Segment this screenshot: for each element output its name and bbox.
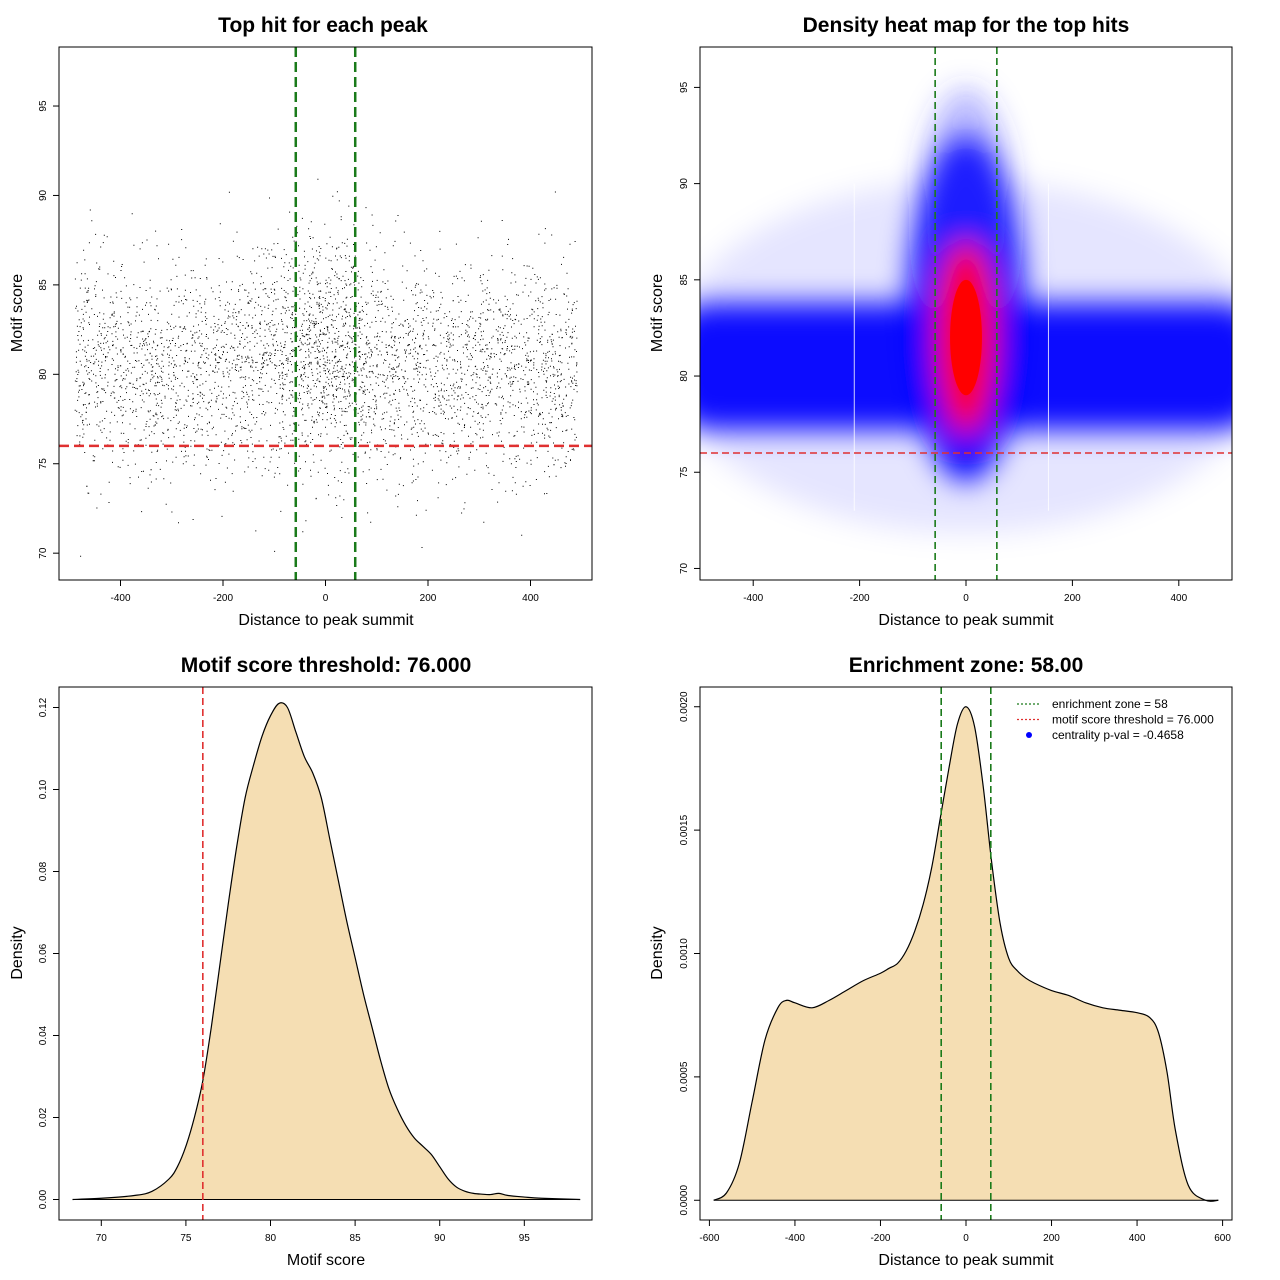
x-tick-label: 200 bbox=[1064, 593, 1081, 604]
scatter-points bbox=[74, 178, 578, 557]
y-tick-label: 0.0010 bbox=[679, 938, 690, 969]
legend-symbol bbox=[1026, 732, 1032, 738]
chart-title: Enrichment zone: 58.00 bbox=[849, 654, 1084, 677]
x-axis-label: Motif score bbox=[287, 1252, 365, 1269]
x-tick-label: 95 bbox=[519, 1233, 531, 1244]
chart-title: Motif score threshold: 76.000 bbox=[181, 654, 472, 677]
x-tick-label: -400 bbox=[743, 593, 763, 604]
y-tick-label: 0.0000 bbox=[679, 1185, 690, 1216]
panel-distance-density: Enrichment zone: 58.00 -600 -400 -200 0 200 4… bbox=[649, 654, 1233, 1269]
x-tick-label: 75 bbox=[180, 1233, 192, 1244]
x-axis: -600 -400 -200 0 200 400 600 bbox=[699, 1220, 1231, 1244]
x-tick-label: 0 bbox=[963, 593, 969, 604]
y-tick-label: 0.04 bbox=[38, 1025, 49, 1045]
x-tick-label: 90 bbox=[434, 1233, 446, 1244]
y-tick-label: 85 bbox=[679, 274, 690, 286]
x-tick-label: 400 bbox=[1129, 1233, 1146, 1244]
density-line bbox=[713, 706, 1219, 1202]
density-curve bbox=[72, 702, 581, 1201]
y-tick-label: 0.0020 bbox=[679, 691, 690, 722]
y-tick-label: 80 bbox=[679, 370, 690, 382]
y-tick-label: 70 bbox=[679, 562, 690, 574]
y-tick-label: 0.0005 bbox=[679, 1061, 690, 1092]
reference-lines bbox=[940, 687, 992, 1220]
chart-title: Density heat map for the top hits bbox=[803, 14, 1130, 37]
y-axis-label: Density bbox=[9, 926, 26, 979]
y-tick-label: 0.00 bbox=[38, 1189, 49, 1209]
reference-lines bbox=[700, 47, 1232, 580]
y-axis-label: Motif score bbox=[649, 274, 666, 352]
y-axis: 0.0000 0.0005 0.0010 0.0015 0.0020 bbox=[679, 691, 700, 1216]
x-axis: -400 -200 0 200 400 bbox=[110, 580, 539, 604]
x-tick-label: 80 bbox=[265, 1233, 277, 1244]
chart-title: Top hit for each peak bbox=[218, 14, 428, 37]
density-peak-core bbox=[950, 279, 982, 396]
x-tick-label: -200 bbox=[850, 593, 870, 604]
x-axis: 70 75 80 85 90 95 bbox=[96, 1220, 531, 1244]
x-tick-label: 200 bbox=[1043, 1233, 1060, 1244]
y-tick-label: 85 bbox=[38, 279, 49, 291]
x-axis-label: Distance to peak summit bbox=[878, 1252, 1054, 1269]
y-axis: 0.00 0.02 0.04 0.06 0.08 0.10 0.12 bbox=[38, 697, 59, 1209]
x-tick-label: 400 bbox=[1170, 593, 1187, 604]
y-tick-label: 0.0015 bbox=[679, 814, 690, 845]
density-area bbox=[713, 706, 1219, 1202]
legend-entry: centrality p-val = -0.4658 bbox=[1052, 728, 1184, 742]
legend-entry: enrichment zone = 58 bbox=[1052, 697, 1168, 711]
y-tick-label: 0.06 bbox=[38, 943, 49, 963]
y-tick-label: 75 bbox=[38, 458, 49, 470]
panel-score-density: Motif score threshold: 76.000 70 75 80 85 90… bbox=[9, 654, 593, 1269]
x-tick-label: 85 bbox=[350, 1233, 362, 1244]
panel-scatter: Top hit for each peak -400 -200 0 200 400 70… bbox=[9, 14, 593, 629]
y-axis: 70 75 80 85 90 95 bbox=[38, 100, 59, 559]
y-tick-label: 90 bbox=[679, 178, 690, 190]
x-tick-label: 200 bbox=[420, 593, 437, 604]
legend: enrichment zone = 58 motif score threshol… bbox=[1017, 697, 1214, 742]
density-surface bbox=[700, 87, 1232, 533]
x-axis: -400 -200 0 200 400 bbox=[743, 580, 1188, 604]
plot-frame bbox=[58, 46, 593, 581]
x-tick-label: 70 bbox=[96, 1233, 108, 1244]
x-tick-label: 0 bbox=[323, 593, 329, 604]
y-axis: 70 75 80 85 90 95 bbox=[679, 81, 700, 574]
y-tick-label: 95 bbox=[679, 81, 690, 93]
data-points bbox=[74, 178, 578, 557]
y-tick-label: 90 bbox=[38, 189, 49, 201]
y-tick-label: 70 bbox=[38, 547, 49, 559]
x-tick-label: -400 bbox=[785, 1233, 805, 1244]
density-area bbox=[72, 702, 581, 1200]
y-tick-label: 0.12 bbox=[38, 697, 49, 717]
y-tick-label: 0.02 bbox=[38, 1107, 49, 1127]
y-tick-label: 0.08 bbox=[38, 861, 49, 881]
y-tick-label: 80 bbox=[38, 368, 49, 380]
density-curve bbox=[713, 706, 1219, 1202]
y-tick-label: 0.10 bbox=[38, 779, 49, 799]
reference-lines bbox=[59, 47, 592, 580]
x-tick-label: 400 bbox=[522, 593, 539, 604]
y-tick-label: 75 bbox=[679, 466, 690, 478]
x-axis-label: Distance to peak summit bbox=[238, 612, 414, 629]
x-tick-label: -600 bbox=[699, 1233, 719, 1244]
y-axis-label: Motif score bbox=[9, 274, 26, 352]
legend-entry: motif score threshold = 76.000 bbox=[1052, 713, 1214, 727]
x-axis-label: Distance to peak summit bbox=[878, 612, 1054, 629]
x-tick-label: 600 bbox=[1214, 1233, 1231, 1244]
y-axis-label: Density bbox=[649, 926, 666, 979]
x-tick-label: 0 bbox=[963, 1233, 969, 1244]
x-tick-label: -200 bbox=[213, 593, 233, 604]
x-tick-label: -400 bbox=[110, 593, 130, 604]
x-tick-label: -200 bbox=[870, 1233, 890, 1244]
y-tick-label: 95 bbox=[38, 100, 49, 112]
panel-heatmap: Density heat map for the top hits -400 -2… bbox=[649, 14, 1233, 629]
